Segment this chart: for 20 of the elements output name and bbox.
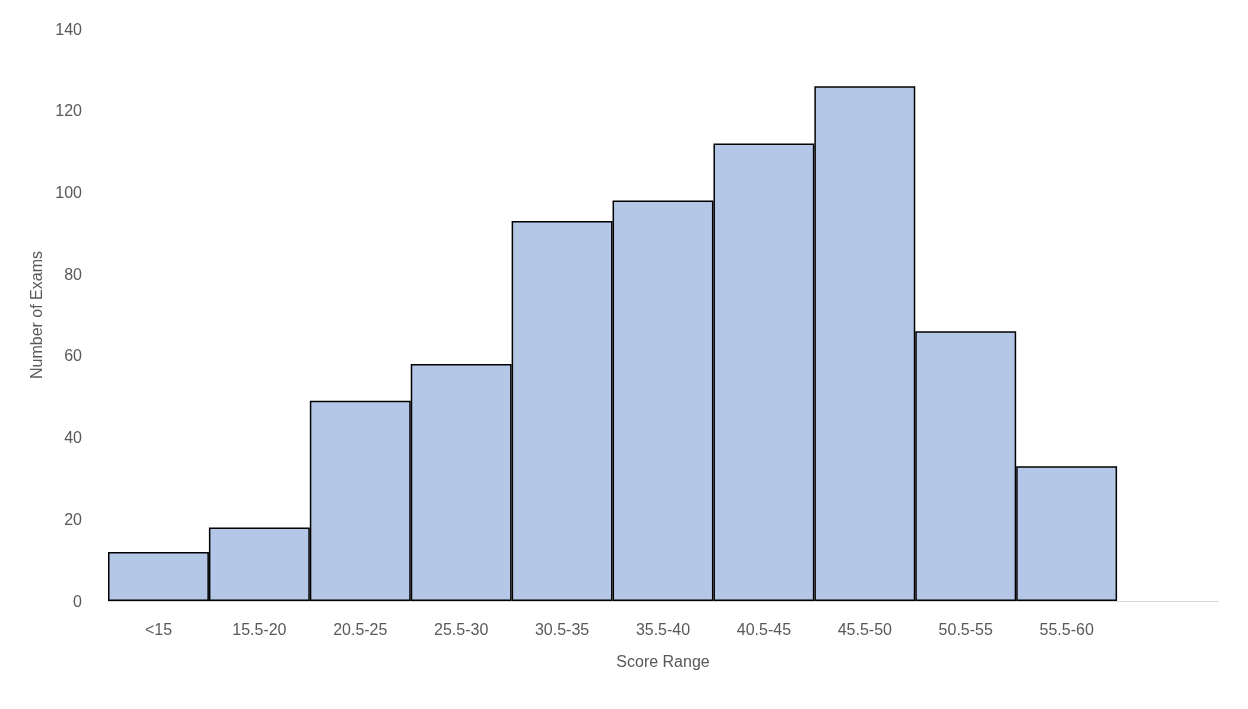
x-tick-label: <15 — [144, 620, 173, 638]
y-tick-label: 120 — [55, 102, 83, 120]
x-tick-label: 50.5-55 — [938, 620, 993, 638]
y-tick-label: 60 — [64, 347, 83, 365]
x-tick-label: 15.5-20 — [232, 620, 287, 638]
y-tick-label: 20 — [64, 510, 83, 528]
x-tick-label: 35.5-40 — [635, 620, 691, 638]
x-tick-label: 30.5-35 — [534, 620, 590, 638]
y-tick-label: 0 — [73, 592, 83, 610]
y-tick-label: 80 — [64, 265, 83, 283]
y-tick-label: 40 — [64, 429, 83, 447]
x-tick-label: 40.5-45 — [736, 620, 792, 638]
x-tick-label: 25.5-30 — [434, 620, 489, 638]
y-tick-label: 140 — [55, 20, 83, 38]
x-tick-label: 55.5-60 — [1039, 620, 1094, 638]
y-axis-title: Number of Exams — [27, 250, 45, 380]
x-axis-title: Score Range — [616, 652, 710, 670]
x-tick-label: 45.5-50 — [837, 620, 893, 638]
y-tick-label: 100 — [55, 183, 83, 201]
x-tick-label: 20.5-25 — [333, 620, 388, 638]
